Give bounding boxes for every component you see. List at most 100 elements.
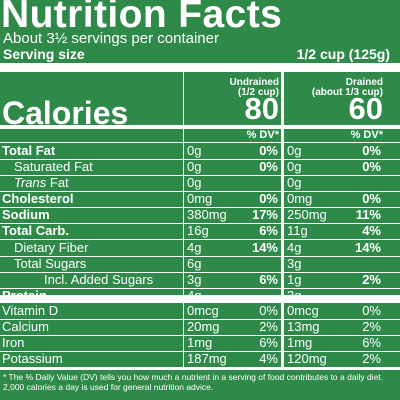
- dv-drained: 14%: [354, 240, 381, 255]
- thick-divider-top: [0, 63, 400, 72]
- nutrient-name: Cholesterol: [2, 191, 74, 207]
- nutrient-name-text: Saturated Fat: [14, 159, 93, 174]
- undrained-header-line2: (1/2 cup): [237, 87, 279, 98]
- dv-undrained: 6%: [259, 223, 278, 238]
- calories-undrained: 80: [244, 91, 279, 126]
- dv-drained: 2%: [362, 319, 381, 334]
- amount-undrained: 0mg: [187, 191, 213, 206]
- undrained-header-line1: Undrained: [229, 77, 279, 88]
- vitamin-row: Calcium 20mg 2% 13mg 2%: [0, 319, 400, 335]
- nutrient-name: Trans Fat: [14, 175, 69, 191]
- amount-undrained: 1mg: [187, 335, 213, 350]
- amount-undrained: 0mcg: [187, 303, 219, 318]
- amount-drained: 0g: [287, 143, 302, 158]
- nutrient-name-text: Total Fat: [2, 143, 56, 158]
- dv-drained: 11%: [355, 207, 381, 222]
- nutrition-facts-title: Nutrition Facts: [1, 0, 283, 36]
- dv-undrained: 6%: [259, 272, 278, 287]
- dv-header-drained: % DV*: [350, 129, 383, 141]
- dv-drained: 0%: [362, 191, 381, 206]
- column-rule-undrained-left-vitamins: [183, 303, 184, 367]
- amount-drained: 120mg: [287, 351, 327, 366]
- servings-per-container: About 3½ servings per container: [3, 30, 219, 47]
- calories-label: Calories: [2, 95, 129, 131]
- dv-undrained: 14%: [251, 240, 278, 255]
- footnote-divider: [0, 367, 400, 370]
- nutrient-name-text: Incl. Added Sugars: [44, 272, 154, 287]
- vitamin-name: Iron: [2, 335, 25, 350]
- amount-drained: 3g: [287, 256, 302, 271]
- amount-undrained: 0g: [187, 175, 202, 190]
- row-divider: [0, 256, 400, 257]
- vitamin-name: Potassium: [2, 351, 63, 366]
- dv-undrained: 0%: [259, 303, 278, 318]
- amount-drained: 1mg: [287, 335, 313, 350]
- nutrient-name-text: Cholesterol: [2, 191, 74, 206]
- row-divider: [0, 175, 400, 176]
- row-divider: [0, 223, 400, 224]
- row-divider: [0, 239, 400, 240]
- undrained-header: Undrained (1/2 cup): [183, 78, 279, 98]
- amount-drained: 0g: [287, 159, 302, 174]
- dv-undrained: 17%: [251, 207, 278, 222]
- amount-undrained: 187mg: [187, 351, 227, 366]
- dv-header-undrained: % DV*: [246, 129, 279, 141]
- row-divider: [0, 319, 400, 320]
- dv-undrained: 2%: [259, 319, 278, 334]
- serving-size-label: Serving size: [3, 46, 85, 62]
- nutrient-row: Saturated Fat 0g 0% 0g 0%: [0, 159, 400, 175]
- nutrient-row: Total Fat 0g 0% 0g 0%: [0, 143, 400, 159]
- amount-drained: 11g: [287, 223, 308, 238]
- dv-undrained: 0%: [259, 159, 278, 174]
- vitamin-name: Calcium: [2, 319, 49, 334]
- amount-drained: 0mcg: [287, 303, 319, 318]
- nutrient-name-text: Dietary Fiber: [14, 240, 89, 255]
- column-rule-undrained-left: [183, 72, 184, 295]
- nutrient-name-text: Total Carb.: [2, 223, 69, 238]
- amount-drained: 13mg: [287, 319, 320, 334]
- row-divider: [0, 288, 400, 289]
- nutrient-name: Saturated Fat: [14, 159, 93, 175]
- dv-drained: 2%: [362, 272, 381, 287]
- dv-drained: 0%: [362, 143, 381, 158]
- amount-drained: 0mg: [287, 191, 313, 206]
- dv-undrained: 0%: [259, 191, 278, 206]
- dv-undrained: 0%: [259, 143, 278, 158]
- amount-undrained: 3g: [187, 272, 202, 287]
- dv-drained: 0%: [362, 159, 381, 174]
- column-rule-divider-vitamins: [281, 303, 284, 367]
- vitamin-row: Potassium 187mg 4% 120mg 2%: [0, 351, 400, 367]
- nutrient-name: Total Sugars: [14, 256, 86, 272]
- nutrient-row: Cholesterol 0mg 0% 0mg 0%: [0, 191, 400, 207]
- dv-drained: 6%: [362, 335, 381, 350]
- nutrient-name: Sodium: [2, 207, 50, 223]
- nutrient-name: Total Carb.: [2, 223, 69, 239]
- column-rule-divider: [281, 72, 284, 295]
- amount-undrained: 20mg: [187, 319, 220, 334]
- daily-value-footnote: * The % Daily Value (DV) tells you how m…: [3, 372, 384, 392]
- nutrient-name-italic: Trans: [14, 175, 47, 190]
- serving-size-value: 1/2 cup (125g): [296, 46, 390, 62]
- amount-undrained: 0g: [187, 143, 202, 158]
- nutrient-name-text: Sodium: [2, 207, 50, 222]
- nutrient-row: Dietary Fiber 4g 14% 4g 14%: [0, 240, 400, 256]
- nutrient-name: Dietary Fiber: [14, 240, 88, 256]
- amount-drained: 0g: [287, 175, 302, 190]
- amount-undrained: 380mg: [187, 207, 227, 222]
- nutrient-row: Total Sugars 6g 3g: [0, 256, 400, 272]
- dv-drained: 0%: [362, 303, 381, 318]
- row-divider: [0, 191, 400, 192]
- row-divider: [0, 272, 400, 273]
- dv-header-divider: [0, 142, 400, 143]
- nutrient-name-text: Fat: [46, 175, 69, 190]
- nutrient-row: Incl. Added Sugars 3g 6% 1g 2%: [0, 272, 400, 288]
- row-divider: [0, 351, 400, 352]
- row-divider: [0, 159, 400, 160]
- nutrient-name: Incl. Added Sugars: [44, 272, 153, 288]
- nutrient-row: Trans Fat 0g 0g: [0, 175, 400, 191]
- amount-drained: 4g: [287, 240, 302, 255]
- vitamin-row: Vitamin D 0mcg 0% 0mcg 0%: [0, 303, 400, 319]
- drained-header-line2: (about 1/3 cup): [311, 87, 383, 98]
- amount-drained: 250mg: [287, 207, 327, 222]
